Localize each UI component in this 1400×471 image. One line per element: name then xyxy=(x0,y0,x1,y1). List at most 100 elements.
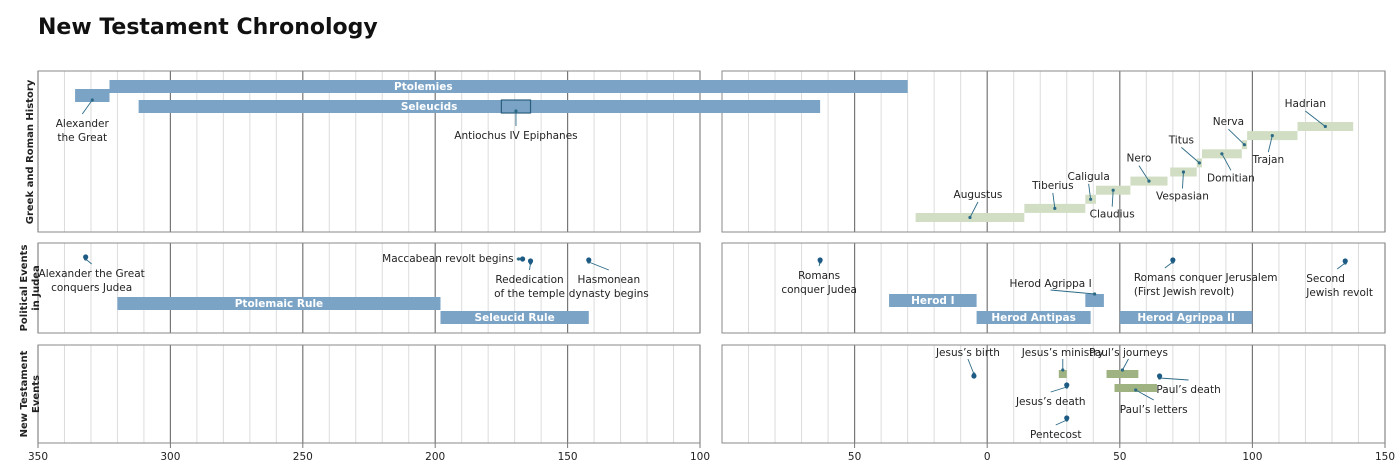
leader-line xyxy=(1122,358,1129,371)
leader-line xyxy=(1111,190,1114,207)
x-tick-label: 150 xyxy=(1375,451,1395,463)
row-label: Events xyxy=(31,375,42,413)
mark-label: Hadrian xyxy=(1285,98,1326,110)
row-label: Political Events xyxy=(19,245,30,332)
panel-border xyxy=(721,344,1386,444)
mark-label: Jesus’s death xyxy=(1015,396,1086,408)
mark-label: of the temple xyxy=(494,288,565,300)
mark-label: Romans xyxy=(798,270,840,282)
event-dot xyxy=(586,257,592,263)
leader-tip xyxy=(1053,206,1057,210)
leader-line xyxy=(1055,419,1067,426)
leader-tip xyxy=(1147,179,1151,183)
x-tick-label: 350 xyxy=(28,451,48,463)
leader-tip xyxy=(1061,368,1065,372)
bar xyxy=(976,311,1091,324)
panel-background xyxy=(38,71,700,232)
mark-label: Second xyxy=(1306,273,1345,285)
bar xyxy=(1106,370,1139,378)
mark-label: Ptolemaic Rule xyxy=(235,298,323,310)
row-label: New Testament xyxy=(19,350,30,437)
bar xyxy=(109,80,908,93)
chart-title: New Testament Chronology xyxy=(38,15,378,40)
leader-line xyxy=(1138,165,1150,182)
panel-border xyxy=(37,242,701,334)
leader-tip xyxy=(1181,170,1186,174)
x-tick-label: 50 xyxy=(848,451,861,463)
event-dot xyxy=(1170,257,1176,263)
mark-label: Hasmonean xyxy=(577,274,640,286)
leader-tip xyxy=(514,109,518,113)
mark-label: Augustus xyxy=(954,189,1003,201)
leader-tip xyxy=(1111,188,1115,192)
leader-line xyxy=(969,201,979,218)
mark-label: Seleucid Rule xyxy=(475,312,555,324)
leader-line xyxy=(967,358,975,375)
mark-label: Nero xyxy=(1127,153,1152,165)
event-dot xyxy=(1342,258,1348,264)
event-dot xyxy=(527,258,534,264)
event-dot xyxy=(971,373,977,379)
mark-label: (First Jewish revolt) xyxy=(1134,286,1234,298)
bar xyxy=(889,294,977,307)
leader-tip xyxy=(1220,152,1224,156)
event-dot xyxy=(1064,382,1070,388)
mark-label: Alexander the Great xyxy=(39,268,145,280)
event-dot xyxy=(519,256,526,262)
leader-tip xyxy=(1323,124,1327,129)
leader-tip xyxy=(1093,292,1097,296)
leader-line xyxy=(1135,389,1154,401)
mark-label: dynasty begins xyxy=(569,288,649,300)
mark-label: Trajan xyxy=(1251,154,1284,166)
bar xyxy=(1119,311,1253,324)
mark-label: Herod Antipas xyxy=(991,312,1076,324)
mark-label: the Great xyxy=(57,132,107,144)
event-dot xyxy=(1064,415,1070,421)
event-dot xyxy=(83,254,89,260)
row-label: in Judea xyxy=(31,265,42,311)
mark-label: Jesus’s ministry xyxy=(1021,347,1104,359)
leader-line xyxy=(1050,386,1067,393)
panel-border xyxy=(721,70,1386,233)
mark-label: Nerva xyxy=(1213,116,1244,128)
bar xyxy=(117,297,441,310)
leader-line xyxy=(81,99,93,115)
mark-label: Herod Agrippa I xyxy=(1010,278,1092,290)
leader-tip xyxy=(1197,161,1201,165)
mark-label: Herod Agrippa II xyxy=(1137,312,1234,324)
mark-label: Tiberius xyxy=(1031,180,1074,192)
leader-tip xyxy=(1134,388,1138,392)
leader-tip xyxy=(1270,134,1274,138)
mark-label: Paul’s letters xyxy=(1120,404,1188,416)
mark-label: Pentecost xyxy=(1030,429,1081,441)
leader-line xyxy=(1336,262,1346,270)
mark-label: Vespasian xyxy=(1156,191,1209,203)
leader-line xyxy=(1159,377,1189,381)
bar xyxy=(1085,294,1104,307)
mark-label: Caligula xyxy=(1067,171,1109,183)
leader-line xyxy=(1181,147,1200,164)
panel-border xyxy=(37,344,701,444)
mark-label: Titus xyxy=(1168,134,1194,146)
mark-label: Jewish revolt xyxy=(1305,287,1373,299)
panel-background xyxy=(722,345,1385,443)
mark-label: Seleucids xyxy=(401,101,457,113)
leader-line xyxy=(588,261,609,271)
mark-label: Paul’s death xyxy=(1156,384,1220,396)
leader-line xyxy=(1050,289,1095,295)
panel-border xyxy=(37,70,701,233)
leader-line xyxy=(1164,261,1174,269)
leader-tip xyxy=(90,98,94,102)
x-tick-label: 150 xyxy=(558,451,578,463)
leader-line xyxy=(1221,153,1232,171)
leader-tip xyxy=(968,215,972,220)
mark-label: Antiochus IV Epiphanes xyxy=(454,130,577,142)
leader-line xyxy=(1088,183,1092,200)
leader-tip xyxy=(1120,368,1125,372)
leader-tip xyxy=(1089,197,1093,201)
mark-label: Herod I xyxy=(911,295,954,307)
x-tick-label: 100 xyxy=(690,451,710,463)
panel-border xyxy=(721,242,1386,334)
bar xyxy=(75,89,110,102)
